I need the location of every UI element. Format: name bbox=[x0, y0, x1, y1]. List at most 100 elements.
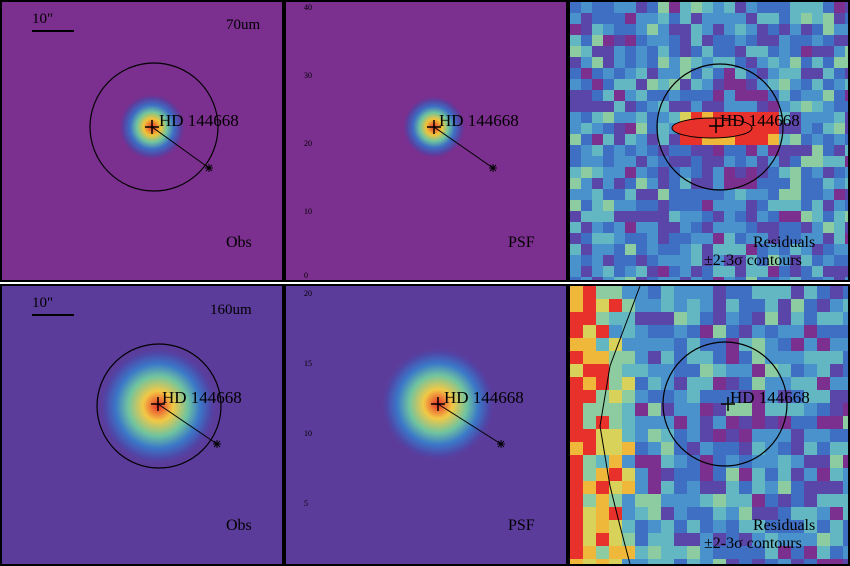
residual-pixel bbox=[636, 112, 647, 123]
residual-pixel bbox=[635, 403, 648, 416]
residual-pixel bbox=[622, 481, 635, 494]
residual-pixel bbox=[658, 123, 669, 134]
residual-pixel bbox=[661, 507, 674, 520]
residual-pixel bbox=[739, 403, 752, 416]
residual-pixel bbox=[735, 211, 746, 222]
residual-pixel bbox=[603, 233, 614, 244]
residual-pixel bbox=[812, 79, 823, 90]
residual-pixel bbox=[648, 442, 661, 455]
residual-pixel bbox=[647, 277, 658, 280]
residual-pixel bbox=[726, 468, 739, 481]
residual-pixel bbox=[768, 90, 779, 101]
residual-pixel bbox=[804, 351, 817, 364]
residual-pixel bbox=[669, 189, 680, 200]
residual-pixel bbox=[752, 364, 765, 377]
residual-pixel bbox=[658, 200, 669, 211]
residual-pixel bbox=[570, 507, 583, 520]
residual-pixel bbox=[648, 338, 661, 351]
residual-pixel bbox=[746, 13, 757, 24]
residual-pixel bbox=[702, 211, 713, 222]
residual-pixel bbox=[735, 68, 746, 79]
residual-pixel bbox=[765, 338, 778, 351]
residual-pixel bbox=[691, 35, 702, 46]
residual-pixel bbox=[790, 79, 801, 90]
residual-pixel bbox=[735, 79, 746, 90]
residual-pixel bbox=[823, 244, 834, 255]
residual-pixel bbox=[801, 24, 812, 35]
residual-pixel bbox=[625, 123, 636, 134]
residual-pixel bbox=[687, 403, 700, 416]
residual-pixel bbox=[735, 266, 746, 277]
residual-pixel bbox=[830, 546, 843, 559]
residual-pixel bbox=[570, 244, 581, 255]
residual-pixel bbox=[583, 351, 596, 364]
residual-pixel bbox=[834, 101, 845, 112]
residual-pixel bbox=[735, 13, 746, 24]
residual-pixel bbox=[801, 123, 812, 134]
residual-pixel bbox=[669, 24, 680, 35]
residual-pixel bbox=[687, 299, 700, 312]
residual-pixel bbox=[592, 90, 603, 101]
residual-pixel bbox=[757, 178, 768, 189]
residual-pixel bbox=[622, 325, 635, 338]
residual-pixel bbox=[570, 145, 581, 156]
residual-pixel bbox=[581, 46, 592, 57]
residual-pixel bbox=[823, 123, 834, 134]
residual-pixel bbox=[746, 244, 757, 255]
residual-pixel bbox=[702, 145, 713, 156]
aperture-circle bbox=[662, 341, 788, 467]
residual-pixel bbox=[817, 559, 830, 564]
residual-pixel bbox=[790, 222, 801, 233]
residual-pixel bbox=[726, 325, 739, 338]
residual-pixel bbox=[570, 167, 581, 178]
residual-pixel bbox=[845, 2, 848, 13]
residual-pixel bbox=[625, 46, 636, 57]
residual-pixel bbox=[735, 167, 746, 178]
residual-pixel bbox=[581, 35, 592, 46]
residual-pixel bbox=[702, 57, 713, 68]
residual-pixel bbox=[726, 494, 739, 507]
residual-pixel bbox=[812, 233, 823, 244]
residual-pixel bbox=[658, 79, 669, 90]
residual-pixel bbox=[830, 338, 843, 351]
residual-pixel bbox=[614, 134, 625, 145]
residual-pixel bbox=[687, 481, 700, 494]
residual-pixel bbox=[581, 222, 592, 233]
residual-pixel bbox=[581, 244, 592, 255]
residual-pixel bbox=[834, 2, 845, 13]
residual-pixel bbox=[636, 57, 647, 68]
residual-pixel bbox=[713, 325, 726, 338]
residual-pixel bbox=[804, 546, 817, 559]
residual-pixel bbox=[680, 255, 691, 266]
residual-pixel bbox=[739, 351, 752, 364]
residual-pixel bbox=[739, 364, 752, 377]
residual-pixel bbox=[843, 494, 848, 507]
residual-pixel bbox=[713, 57, 724, 68]
residual-pixel bbox=[702, 112, 713, 123]
residual-pixel bbox=[622, 377, 635, 390]
residual-pixel bbox=[779, 2, 790, 13]
residual-pixel bbox=[823, 46, 834, 57]
residual-pixel bbox=[658, 167, 669, 178]
residual-pixel bbox=[817, 364, 830, 377]
residual-pixel bbox=[812, 277, 823, 280]
residual-pixel bbox=[834, 68, 845, 79]
residual-pixel bbox=[713, 90, 724, 101]
residual-pixel bbox=[636, 46, 647, 57]
residual-pixel bbox=[691, 24, 702, 35]
residual-pixel bbox=[702, 167, 713, 178]
residual-pixel bbox=[713, 2, 724, 13]
residual-pixel bbox=[648, 455, 661, 468]
residual-pixel bbox=[622, 403, 635, 416]
residual-pixel bbox=[757, 200, 768, 211]
residual-pixel bbox=[687, 559, 700, 564]
residual-pixel bbox=[845, 156, 848, 167]
residual-pixel bbox=[834, 112, 845, 123]
residual-pixel bbox=[779, 134, 790, 145]
residual-pixel bbox=[735, 57, 746, 68]
residual-pixel bbox=[647, 112, 658, 123]
residual-pixel bbox=[724, 167, 735, 178]
residual-pixel bbox=[757, 101, 768, 112]
residual-pixel bbox=[596, 533, 609, 546]
residual-pixel bbox=[812, 90, 823, 101]
